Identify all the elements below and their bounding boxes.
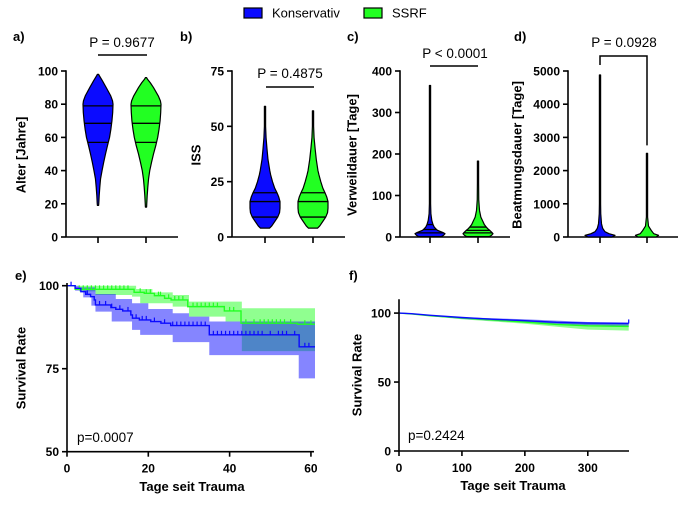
y-tick-label: 300 — [372, 106, 392, 120]
violin-ssrf — [634, 152, 660, 238]
y-tick-label: 0 — [217, 231, 224, 245]
y-axis-title: Verweildauer [Tage] — [344, 94, 359, 216]
y-tick-label: 200 — [372, 148, 392, 162]
y-tick-label: 50 — [46, 445, 60, 459]
legend-label-ssrf: SSRF — [392, 6, 427, 21]
x-axis-title: Tage seit Trauma — [460, 478, 566, 493]
panel-b: b) ISS 0 25 50 75 P = 0.4875 — [180, 29, 345, 245]
legend-label-konservativ: Konservativ — [272, 6, 340, 21]
y-tick-label: 100 — [38, 65, 58, 79]
x-tick-label: 200 — [515, 461, 535, 475]
y-axis-title: Alter [Jahre] — [13, 117, 28, 194]
y-tick-label: 20 — [45, 197, 59, 211]
x-tick-label: 0 — [64, 462, 71, 476]
y-tick-label: 3000 — [533, 131, 560, 145]
p-value-label: p=0.2424 — [408, 428, 465, 443]
panel-c: c) Verweildauer [Tage] 0 100 200 300 400 P < 0.… — [344, 29, 510, 245]
violin-konservativ — [414, 84, 446, 238]
ci-band-konservativ — [67, 285, 315, 379]
panel-label: d) — [514, 29, 526, 44]
y-tick-label: 0 — [385, 231, 392, 245]
y-tick-label: 50 — [211, 120, 225, 134]
y-tick-label: 75 — [46, 362, 60, 376]
legend-swatch-konservativ — [243, 7, 263, 19]
x-tick-label: 100 — [452, 461, 472, 475]
violin-konservativ — [584, 74, 616, 238]
y-tick-label: 1000 — [533, 197, 560, 211]
panel-label: e) — [15, 268, 27, 283]
survival-line-ssrf — [67, 285, 315, 325]
legend-item-konservativ: Konservativ — [243, 6, 340, 21]
p-value-label: P < 0.0001 — [422, 46, 487, 61]
y-tick-label: 400 — [372, 65, 392, 79]
legend: Konservativ SSRF — [243, 6, 427, 21]
violin-ssrf — [297, 110, 329, 229]
x-tick-label: 300 — [578, 461, 598, 475]
y-tick-label: 100 — [372, 189, 392, 203]
y-tick-label: 75 — [211, 65, 225, 79]
violin-konservativ — [249, 105, 281, 229]
panel-label: f) — [349, 268, 358, 283]
panel-f: f) 0 50 100 0 100 200 300 Tage seit Trauma Surviv… — [349, 268, 630, 493]
y-axis-title: Beatmungsdauer [Tage] — [509, 81, 524, 229]
x-tick-label: 40 — [223, 462, 237, 476]
y-axis-title: Survival Rate — [13, 327, 28, 409]
y-tick-label: 0 — [384, 445, 391, 459]
panel-e: e) 50 75 100 0 20 40 60 Tage seit Trauma Survival… — [13, 268, 317, 494]
survival-line-konservativ — [398, 312, 629, 325]
y-tick-label: 4000 — [533, 98, 560, 112]
violin-ssrf — [462, 160, 494, 238]
y-tick-label: 2000 — [533, 164, 560, 178]
panel-label: a) — [13, 29, 25, 44]
y-tick-label: 0 — [51, 231, 58, 245]
legend-item-ssrf: SSRF — [363, 6, 427, 21]
panel-label: c) — [347, 29, 359, 44]
y-tick-label: 0 — [553, 231, 560, 245]
panel-label: b) — [180, 29, 192, 44]
significance-bracket — [599, 55, 648, 146]
y-tick-label: 80 — [45, 98, 59, 112]
y-axis-title: Survival Rate — [349, 334, 364, 416]
p-value-label: P = 0.9677 — [89, 35, 154, 50]
y-tick-label: 5000 — [533, 65, 560, 79]
legend-swatch-ssrf — [363, 7, 383, 19]
p-value-label: P = 0.0928 — [591, 35, 656, 50]
x-axis-title: Tage seit Trauma — [139, 479, 245, 494]
x-tick-label: 0 — [396, 461, 403, 475]
y-axis-title: ISS — [188, 144, 203, 165]
y-tick-label: 40 — [45, 164, 59, 178]
panel-d: d) Beatmungsdauer [Tage] 0 1000 2000 3000 4000… — [509, 29, 678, 245]
y-tick-label: 100 — [39, 279, 59, 293]
y-tick-label: 50 — [378, 376, 392, 390]
y-tick-label: 60 — [45, 131, 59, 145]
p-value-label: p=0.0007 — [77, 430, 134, 445]
violin-konservativ — [82, 73, 114, 207]
y-tick-label: 100 — [371, 307, 391, 321]
p-value-label: P = 0.4875 — [257, 66, 322, 81]
y-tick-label: 25 — [211, 175, 225, 189]
x-tick-label: 20 — [142, 462, 156, 476]
x-tick-label: 60 — [304, 462, 318, 476]
survival-line-konservativ — [67, 285, 315, 348]
panel-a: a) Alter [Jahre] 0 20 40 60 80 100 P = 0.9677 — [13, 29, 178, 245]
